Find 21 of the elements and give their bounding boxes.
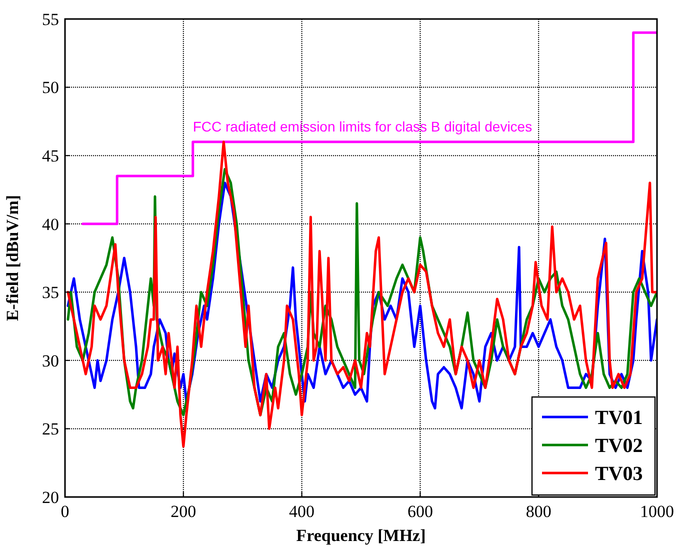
x-tick-label: 0 xyxy=(60,502,70,521)
y-tick-label: 30 xyxy=(42,351,59,370)
line-series xyxy=(82,31,657,226)
legend-label: TV02 xyxy=(595,435,643,457)
y-tick-label: 25 xyxy=(42,420,59,439)
x-tick-label: 400 xyxy=(289,502,315,521)
x-tick-label: 200 xyxy=(170,502,196,521)
y-tick-label: 45 xyxy=(42,146,59,166)
y-tick-label: 50 xyxy=(42,78,59,98)
y-tick-label: 20 xyxy=(42,488,59,507)
annotation: FCC radiated emission limits for class B digital devices xyxy=(192,118,532,134)
y-axis-title: E-field [dBuV/m] xyxy=(3,194,22,322)
x-tick-label: 800 xyxy=(526,502,552,521)
y-tick-label: 55 xyxy=(42,10,59,29)
x-axis-title: Frequency [MHz] xyxy=(296,526,426,545)
legend-label: TV01 xyxy=(595,407,643,429)
y-tick-label: 35 xyxy=(42,283,59,302)
x-tick-label: 1000 xyxy=(640,502,674,521)
x-tick-label: 600 xyxy=(407,502,433,521)
legend-label: TV03 xyxy=(595,463,643,485)
y-tick-label: 40 xyxy=(42,214,59,234)
